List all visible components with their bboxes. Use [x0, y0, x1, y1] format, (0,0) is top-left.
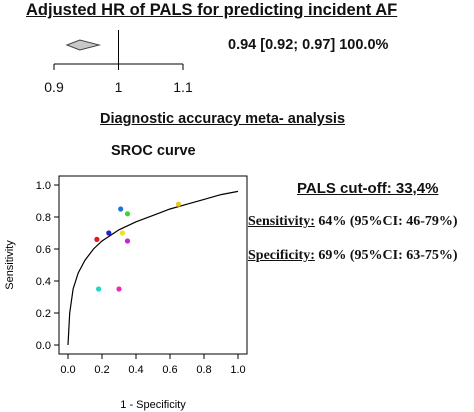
x-tick-label: 0.4 — [128, 364, 143, 376]
sroc-curve — [67, 190, 239, 346]
sroc-title: SROC curve — [111, 143, 196, 159]
study-point — [96, 286, 102, 292]
forest-plot-title: Adjusted HR of PALS for predicting incid… — [26, 1, 398, 19]
specificity-value: 69% (95%CI: 63-75%) — [314, 248, 458, 263]
study-point — [124, 211, 131, 217]
study-point — [119, 230, 125, 236]
x-tick-label: 0.6 — [162, 364, 177, 376]
forest-tick-label-2: 1.1 — [173, 79, 193, 95]
sensitivity-value: 64% (95%CI: 46-79%) — [314, 214, 458, 229]
sensitivity-label: Sensitivity: — [248, 214, 315, 229]
y-tick-label: 0.6 — [36, 244, 51, 256]
forest-estimate-text: 0.94 [0.92; 0.97] 100.0% — [228, 37, 389, 53]
sroc-chart: 0.0 0.2 0.4 0.6 0.8 1.0 0.0 0.2 0.4 0.6 0.8 1.0 1 - … — [4, 175, 248, 411]
y-axis-label: Sensitivity — [4, 240, 16, 290]
y-tick-label: 1.0 — [36, 180, 51, 192]
forest-tick-label-0: 0.9 — [44, 79, 64, 95]
y-tick-label: 0.2 — [36, 308, 51, 320]
specificity-label: Specificity: — [248, 248, 315, 263]
x-tick-label: 0.2 — [94, 364, 109, 376]
x-tick-label: 1.0 — [230, 364, 245, 376]
meta-analysis-title: Diagnostic accuracy meta- analysis — [100, 111, 346, 127]
study-point — [94, 236, 100, 242]
study-point — [118, 206, 124, 212]
sensitivity-stat: Sensitivity: 64% (95%CI: 46-79%) — [248, 214, 458, 230]
forest-tick-label-1: 1 — [114, 79, 123, 95]
study-point — [175, 201, 182, 207]
study-point — [124, 238, 131, 244]
y-tick-label: 0.0 — [36, 340, 51, 352]
x-axis-label: 1 - Specificity — [120, 399, 186, 411]
y-tick-label: 0.8 — [36, 212, 51, 224]
study-point — [106, 230, 112, 236]
specificity-stat: Specificity: 69% (95%CI: 63-75%) — [248, 248, 458, 264]
x-tick-label: 0.0 — [60, 364, 75, 376]
study-point — [116, 286, 122, 292]
forest-estimate-diamond — [65, 39, 102, 51]
plot-frame — [58, 175, 248, 355]
x-tick-label: 0.8 — [196, 364, 211, 376]
cutoff-label: PALS cut-off: 33,4% — [297, 180, 439, 197]
y-tick-label: 0.4 — [36, 276, 51, 288]
